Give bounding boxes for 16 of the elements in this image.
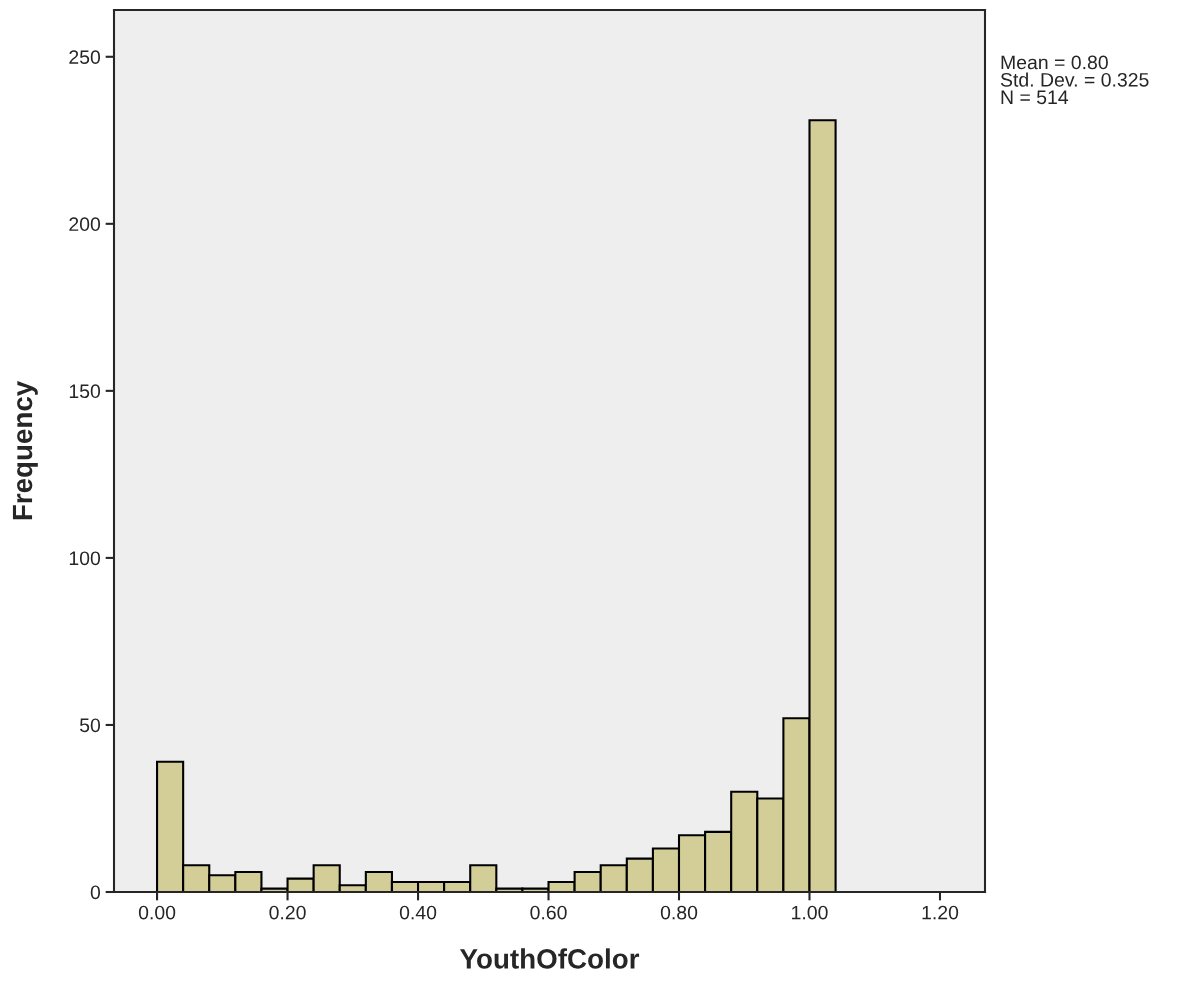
x-tick-label: 0.60 [530, 905, 567, 920]
x-axis-title: YouthOfColor [459, 948, 640, 969]
text: Mean = 0.80 Std. Dev. = 0.325 N = 514 [1000, 55, 1149, 105]
x-tick-label: 0.80 [660, 905, 698, 920]
y-tick-label: 50 [79, 718, 101, 733]
x-tick-label: 0.20 [269, 905, 306, 920]
y-tick-label: 200 [69, 217, 101, 232]
y-tick-label: 150 [69, 384, 101, 399]
y-tick-label: 250 [69, 50, 101, 65]
y-axis-title: Frequency [12, 380, 38, 520]
y-tick-label: 0 [90, 885, 101, 900]
x-tick-label: 1.20 [922, 905, 959, 920]
x-tick-label: 0.40 [399, 905, 437, 920]
y-tick-label: 100 [69, 551, 101, 566]
x-tick-label: 1.00 [792, 905, 828, 920]
x-tick-label: 0.00 [138, 905, 176, 920]
